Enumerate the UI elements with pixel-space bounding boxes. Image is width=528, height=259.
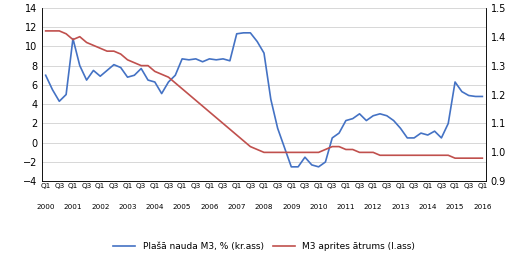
M3 aprites ātrums (l.ass) [172,81,178,84]
Line: M3 aprites ātrums (l.ass): M3 aprites ātrums (l.ass) [45,31,483,158]
Plašā nauda M3, % (kr.ass) [227,59,233,62]
Plašā nauda M3, % (kr.ass) [466,94,472,97]
M3 aprites ātrums (l.ass) [466,157,472,160]
Plašā nauda M3, % (kr.ass) [479,95,486,98]
Plašā nauda M3, % (kr.ass) [42,74,49,77]
Plašā nauda M3, % (kr.ass) [288,165,295,168]
M3 aprites ātrums (l.ass) [452,157,458,160]
Plašā nauda M3, % (kr.ass) [145,78,151,82]
M3 aprites ātrums (l.ass) [145,64,151,67]
Plašā nauda M3, % (kr.ass) [172,74,178,77]
Line: Plašā nauda M3, % (kr.ass): Plašā nauda M3, % (kr.ass) [45,33,483,167]
M3 aprites ātrums (l.ass) [227,128,233,131]
M3 aprites ātrums (l.ass) [268,151,274,154]
Legend: Plašā nauda M3, % (kr.ass), M3 aprites ātrums (l.ass): Plašā nauda M3, % (kr.ass), M3 aprites ā… [109,238,419,255]
Plašā nauda M3, % (kr.ass) [275,127,281,130]
M3 aprites ātrums (l.ass) [42,29,49,32]
Plašā nauda M3, % (kr.ass) [431,130,438,133]
Plašā nauda M3, % (kr.ass) [240,31,247,34]
M3 aprites ātrums (l.ass) [418,154,424,157]
M3 aprites ātrums (l.ass) [479,157,486,160]
